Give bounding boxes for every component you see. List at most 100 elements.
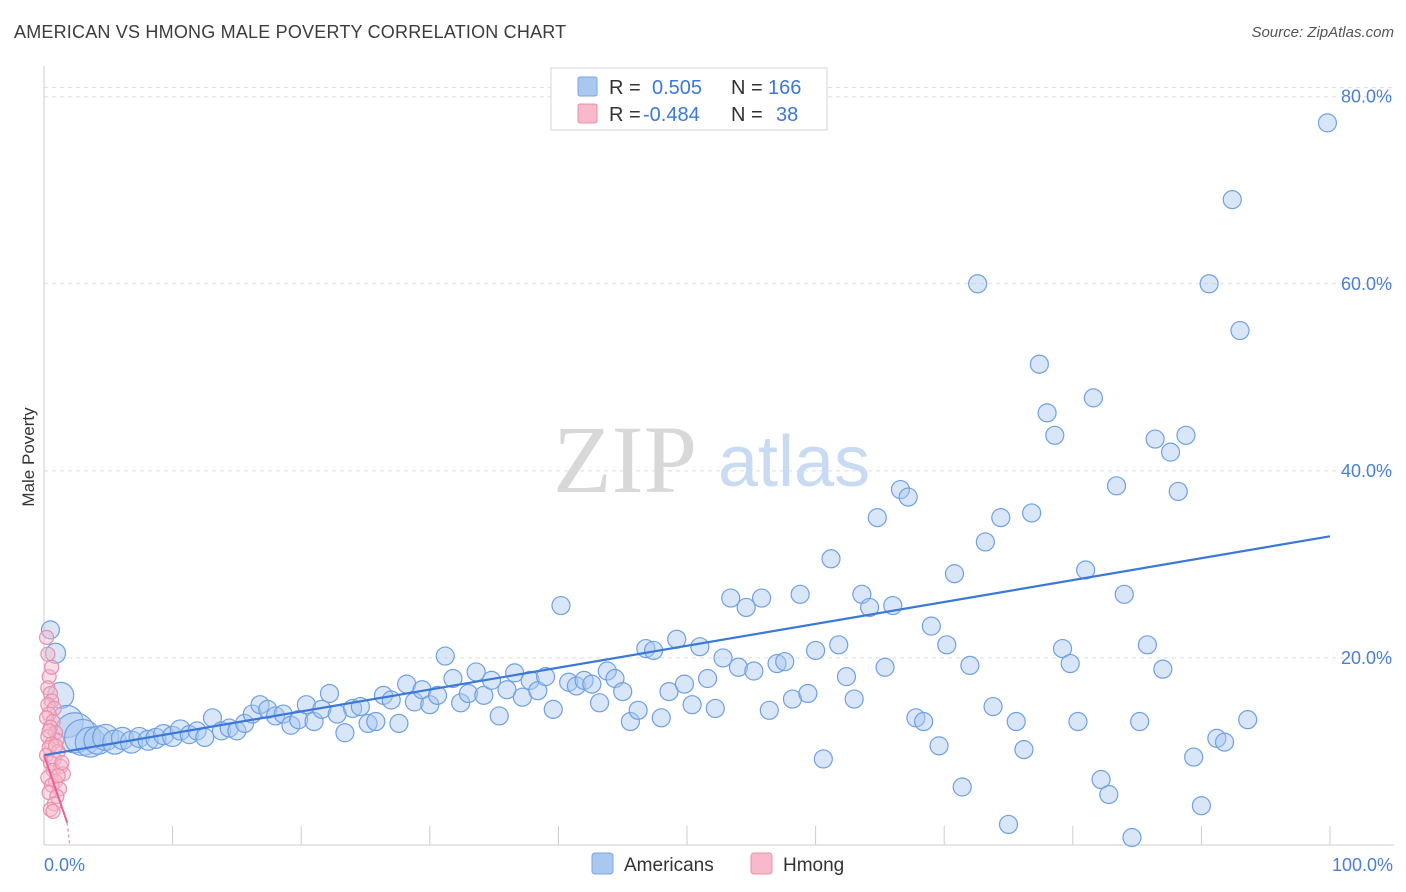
- americans-point-101: [821, 549, 841, 569]
- americans-point-85: [697, 668, 718, 689]
- americans-point-135: [1083, 388, 1103, 408]
- americans-point-0: [40, 620, 61, 640]
- americans-point-20: [195, 727, 215, 748]
- americans-point-102: [829, 635, 849, 655]
- series-legend: Americans Hmong: [591, 852, 844, 876]
- bottom-legend-label-hmong[interactable]: Hmong: [783, 855, 844, 876]
- hmong-point-31: [45, 803, 61, 819]
- americans-point-125: [1006, 711, 1026, 732]
- americans-point-107: [867, 508, 887, 528]
- chart-title: AMERICAN VS HMONG MALE POVERTY CORRELATI…: [14, 22, 567, 42]
- americans-point-38: [335, 723, 355, 743]
- x-tick-label-1: 100.0%: [1332, 855, 1393, 875]
- americans-point-133: [1068, 711, 1088, 732]
- stats-legend: R = 0.505 N = 166 R = -0.484 N = 38: [550, 67, 828, 131]
- americans-point-145: [1160, 442, 1181, 462]
- series-americans: [40, 113, 1338, 848]
- trend-lines: [43, 535, 1331, 846]
- hmong-point-35: [47, 738, 64, 754]
- bottom-legend-label-americans[interactable]: Americans: [624, 855, 714, 876]
- americans-point-34: [304, 711, 324, 732]
- americans-point-126: [1014, 739, 1034, 760]
- americans-point-131: [1052, 638, 1073, 659]
- americans-point-58: [489, 706, 509, 726]
- y-axis-title: Male Poverty: [19, 407, 38, 507]
- americans-point-119: [960, 655, 980, 676]
- americans-point-153: [1222, 189, 1242, 210]
- bottom-legend-swatch-americans[interactable]: [591, 852, 614, 875]
- americans-point-117: [944, 564, 965, 584]
- americans-point-28: [258, 699, 278, 719]
- americans-point-128: [1029, 354, 1049, 374]
- americans-point-86: [705, 698, 725, 719]
- americans-point-106: [860, 597, 880, 618]
- americans-point-146: [1168, 481, 1188, 502]
- americans-point-41: [358, 713, 378, 734]
- legend-n-value-hmong: 38: [776, 104, 798, 126]
- axes: [43, 66, 1394, 846]
- americans-point-138: [1106, 476, 1127, 496]
- legend-swatch-americans: [577, 76, 598, 97]
- hmong-point-34: [54, 755, 70, 771]
- americans-point-32: [289, 710, 309, 730]
- americans-point-76: [628, 700, 648, 720]
- americans-point-118: [952, 777, 972, 797]
- americans-point-144: [1153, 659, 1173, 679]
- watermark: ZIP atlas: [553, 406, 870, 513]
- americans-point-124: [998, 814, 1019, 835]
- americans-point-51: [435, 646, 455, 666]
- americans-point-90: [736, 597, 756, 618]
- americans-point-70: [582, 674, 602, 694]
- americans-point-99: [805, 640, 826, 661]
- hmong-point-30: [42, 801, 59, 818]
- americans-point-74: [613, 681, 633, 702]
- hmong-point-32: [40, 646, 56, 662]
- americans-point-110: [890, 479, 911, 500]
- trend-line-americans: [43, 535, 1331, 757]
- y-tick-label-1: 40.0%: [1341, 461, 1392, 481]
- americans-point-150: [1199, 274, 1219, 294]
- americans-point-65: [543, 699, 563, 719]
- americans-point-84: [690, 637, 710, 657]
- y-tick-labels: 20.0% 40.0% 60.0% 80.0%: [1341, 87, 1392, 668]
- americans-point-103: [836, 667, 857, 687]
- americans-point-111: [898, 487, 918, 507]
- americans-point-142: [1137, 635, 1157, 655]
- americans-point-123: [991, 508, 1011, 528]
- legend-n-label-americans: N =: [731, 77, 763, 99]
- americans-point-121: [975, 532, 995, 552]
- americans-point-100: [813, 749, 833, 769]
- americans-point-88: [721, 588, 741, 608]
- americans-point-122: [983, 696, 1003, 717]
- legend-swatch-hmong: [577, 103, 598, 124]
- americans-point-113: [914, 711, 934, 732]
- watermark-zip: ZIP: [553, 406, 697, 513]
- americans-point-152: [1214, 732, 1235, 752]
- americans-point-137: [1099, 784, 1119, 805]
- americans-point-140: [1122, 827, 1142, 848]
- americans-point-116: [937, 635, 957, 655]
- hmong-point-37: [41, 723, 57, 739]
- legend-n-value-americans: 166: [768, 77, 801, 99]
- americans-point-45: [389, 713, 409, 734]
- americans-point-59: [497, 680, 517, 700]
- americans-point-50: [427, 685, 448, 705]
- americans-point-72: [597, 661, 617, 681]
- bottom-legend-swatch-hmong[interactable]: [750, 852, 773, 875]
- y-tick-label-0: 20.0%: [1341, 648, 1392, 668]
- americans-point-143: [1145, 429, 1165, 449]
- legend-r-label-hmong: R =: [609, 104, 641, 126]
- americans-point-52: [443, 668, 463, 689]
- americans-point-114: [921, 616, 941, 636]
- gridlines: [44, 86, 1394, 659]
- americans-point-42: [366, 711, 386, 732]
- americans-point-156: [1317, 113, 1338, 133]
- series-hmong: [38, 629, 71, 819]
- americans-point-141: [1130, 711, 1150, 732]
- americans-point-75: [620, 711, 641, 732]
- americans-point-92: [751, 588, 772, 608]
- y-axis-title-group: Male Poverty: [19, 407, 38, 507]
- americans-point-154: [1230, 320, 1250, 341]
- americans-point-115: [929, 736, 949, 756]
